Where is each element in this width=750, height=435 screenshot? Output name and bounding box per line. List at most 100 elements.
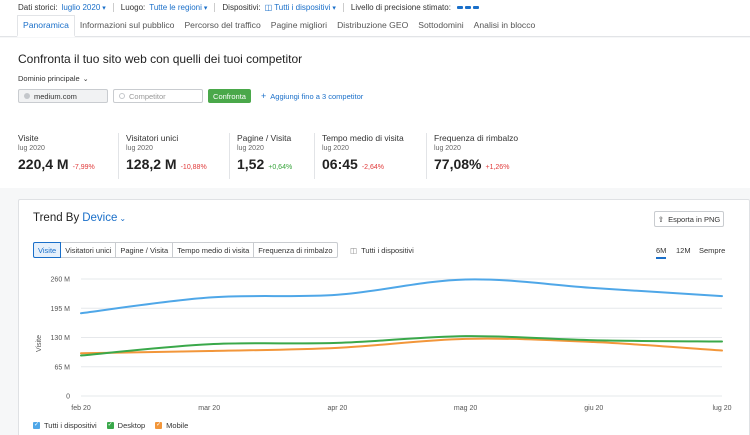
compare-header: Confronta il tuo sito web con quelli dei…: [0, 38, 750, 110]
report-tabs: Panoramica Informazioni sul pubblico Per…: [0, 15, 750, 37]
metric-avg-visit-duration: Tempo medio di visita lug 2020 06:45 -2,6…: [314, 133, 404, 179]
precision-indicator: [456, 6, 479, 9]
metric-tab-avg-visit-duration[interactable]: Tempo medio di visita: [173, 242, 255, 258]
metric-delta: -7,99%: [72, 164, 95, 171]
filter-divider: [112, 3, 114, 12]
metric-visits: Visite lug 2020 220,4 M -7,99%: [18, 133, 95, 179]
tab-overview[interactable]: Panoramica: [17, 15, 75, 37]
tab-subdomains[interactable]: Sottodomini: [418, 20, 464, 30]
chart-legend: ✓ Tutti i dispositivi ✓ Desktop ✓ Mobile: [33, 421, 188, 430]
filter-divider: [342, 3, 344, 12]
domain-input-value: medium.com: [34, 91, 77, 101]
tab-bulk-analysis[interactable]: Analisi in blocco: [473, 20, 536, 30]
competitor-input[interactable]: Competitor: [113, 89, 203, 103]
add-competitors-link[interactable]: + Aggiungi fino a 3 competitor: [261, 91, 363, 101]
metric-tab-visits[interactable]: Visite: [33, 242, 62, 258]
tab-traffic-journey[interactable]: Percorso del traffico: [184, 20, 261, 30]
metric-date: lug 2020: [322, 145, 349, 152]
metric-delta: +1,26%: [485, 164, 510, 171]
tab-top-pages[interactable]: Pagine migliori: [270, 20, 328, 30]
x-tick-label: mar 20: [198, 405, 220, 412]
devices-icon: ◫: [264, 3, 273, 12]
metrics-summary: Visite lug 2020 220,4 M -7,99% Visitatori…: [0, 110, 750, 188]
location-label: Luogo:: [120, 3, 146, 12]
y-axis-label: Visite: [36, 335, 43, 352]
metric-value: 128,2 M: [126, 156, 177, 172]
metric-label: Tempo medio di visita: [322, 133, 404, 143]
filter-divider: [214, 3, 216, 12]
domain-type-label: Dominio principale: [18, 74, 80, 83]
metric-selector: Visite Visitatori unici Pagine / Visita …: [33, 242, 338, 258]
export-png-button[interactable]: ⇧ Esporta in PNG: [654, 211, 724, 227]
metric-label: Frequenza di rimbalzo: [434, 133, 519, 143]
metric-value: 220,4 M: [18, 156, 69, 172]
metric-delta: -2,64%: [361, 164, 384, 171]
trend-dimension-dropdown[interactable]: Device: [82, 212, 118, 224]
plus-icon: +: [261, 91, 267, 101]
metric-date: lug 2020: [434, 145, 461, 152]
chevron-down-icon[interactable]: ▾: [332, 4, 336, 12]
metric-label: Visitatori unici: [126, 133, 179, 143]
tab-geo-distribution[interactable]: Distribuzione GEO: [337, 20, 409, 30]
legend-checkbox[interactable]: ✓: [155, 422, 163, 429]
metric-unique-visitors: Visitatori unici lug 2020 128,2 M -10,88%: [118, 133, 207, 179]
legend-label: Desktop: [117, 421, 146, 430]
metric-tab-unique-visitors[interactable]: Visitatori unici: [61, 242, 117, 258]
y-tick-label: 195 M: [51, 306, 71, 313]
tab-audience-insights[interactable]: Informazioni sul pubblico: [79, 20, 175, 30]
metric-pages-per-visit: Pagine / Visita lug 2020 1,52 +0,64%: [229, 133, 292, 179]
x-tick-label: feb 20: [71, 405, 91, 412]
x-tick-label: lug 20: [712, 405, 731, 412]
location-dropdown[interactable]: Tutte le regioni: [149, 3, 202, 12]
metric-value: 1,52: [237, 156, 265, 172]
domain-type-dropdown[interactable]: Dominio principale ⌄: [18, 74, 89, 83]
series-line-tutti-i-dispositivi: [80, 278, 723, 315]
historical-data-dropdown[interactable]: luglio 2020: [61, 3, 101, 12]
competitor-color-dot: [119, 93, 125, 99]
metric-date: lug 2020: [126, 145, 153, 152]
filter-bar: Dati storici: luglio 2020 ▾ Luogo: Tutte…: [0, 0, 750, 15]
chevron-down-icon[interactable]: ⌄: [119, 214, 127, 223]
metric-date: lug 2020: [18, 145, 45, 152]
series-line-desktop: [80, 335, 723, 357]
metric-delta: -10,88%: [180, 164, 207, 171]
chevron-down-icon[interactable]: ▾: [203, 4, 208, 12]
legend-checkbox[interactable]: ✓: [106, 422, 114, 429]
all-devices-label: Tutti i dispositivi: [361, 246, 414, 255]
legend-label: Mobile: [166, 421, 189, 430]
domain-color-dot: [24, 93, 30, 99]
x-tick-label: mag 20: [454, 405, 477, 412]
legend-item-tutti-i-dispositivi[interactable]: ✓ Tutti i dispositivi: [33, 421, 97, 430]
period-all[interactable]: Sempre: [699, 246, 726, 255]
period-6m[interactable]: 6M: [656, 246, 667, 259]
compare-button[interactable]: Confronta: [208, 89, 251, 103]
add-competitors-label: Aggiungi fino a 3 competitor: [270, 92, 364, 101]
domain-input[interactable]: medium.com: [18, 89, 108, 103]
page-title: Confronta il tuo sito web con quelli dei…: [18, 52, 303, 66]
y-tick-label: 65 M: [54, 364, 70, 371]
devices-label: Dispositivi:: [222, 3, 261, 12]
metric-label: Pagine / Visita: [237, 133, 292, 143]
export-png-label: Esporta in PNG: [668, 214, 721, 224]
legend-label: Tutti i dispositivi: [44, 421, 97, 430]
historical-data-label: Dati storici:: [18, 3, 58, 12]
period-12m[interactable]: 12M: [676, 246, 691, 255]
trend-card: Trend By Device ⌄ ⇧ Esporta in PNG Visite …: [18, 199, 750, 435]
devices-dropdown[interactable]: Tutti i dispositivi: [274, 3, 331, 12]
metric-label: Visite: [18, 133, 39, 143]
metric-bounce-rate: Frequenza di rimbalzo lug 2020 77,08% +1,…: [426, 133, 518, 179]
legend-item-mobile[interactable]: ✓ Mobile: [155, 421, 188, 430]
all-devices-toggle[interactable]: ◫ Tutti i dispositivi: [350, 246, 414, 255]
series-line-mobile: [80, 337, 723, 355]
trend-title: Trend By Device ⌄: [33, 212, 126, 224]
y-tick-label: 130 M: [51, 335, 71, 342]
export-icon: ⇧: [657, 214, 665, 224]
devices-icon: ◫: [350, 246, 358, 255]
trend-line-chart: 0 65 M 130 M 195 M 260 M feb 20 mar 20 apr 20 ma…: [36, 277, 732, 413]
legend-checkbox[interactable]: ✓: [33, 422, 40, 429]
metric-tab-bounce-rate[interactable]: Frequenza di rimbalzo: [254, 242, 338, 258]
legend-item-desktop[interactable]: ✓ Desktop: [106, 421, 146, 430]
y-tick-label: 260 M: [51, 277, 71, 284]
chevron-down-icon[interactable]: ▾: [102, 4, 106, 12]
metric-tab-pages-per-visit[interactable]: Pagine / Visita: [116, 242, 174, 258]
